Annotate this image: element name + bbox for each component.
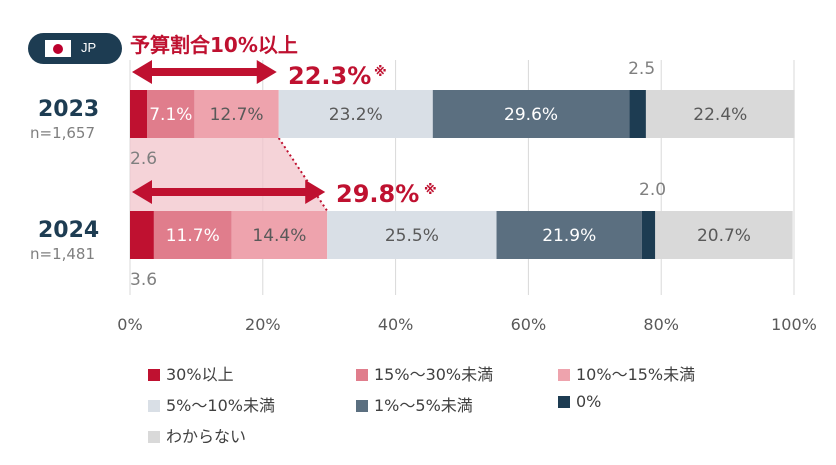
highlight-band xyxy=(130,138,328,211)
legend-label: 1%～5%未満 xyxy=(374,396,473,415)
legend-label: わからない xyxy=(166,427,247,446)
bar-segment xyxy=(655,211,793,259)
x-tick-label: 80% xyxy=(643,315,679,334)
x-tick-label: 100% xyxy=(771,315,817,334)
range-note-mark: ※ xyxy=(424,183,437,198)
bar-segment xyxy=(496,211,642,259)
japan-flag-icon xyxy=(45,40,71,57)
bar-segment xyxy=(629,90,646,138)
legend-swatch xyxy=(558,369,570,381)
legend-label: 0% xyxy=(576,392,602,411)
legend-item: 5%～10%未満 xyxy=(148,392,275,416)
legend-item: 15%～30%未満 xyxy=(356,361,493,385)
data-label: 2.0 xyxy=(639,180,666,200)
range-arrow-head-left xyxy=(132,60,152,84)
bar-segment xyxy=(194,90,279,138)
bar-segment xyxy=(645,90,795,138)
data-label: 2.6 xyxy=(130,149,157,169)
sample-size-label: n=1,657 xyxy=(30,124,95,142)
legend-swatch xyxy=(148,400,160,412)
data-label: 3.6 xyxy=(130,270,157,290)
legend-label: 30%以上 xyxy=(166,365,234,384)
legend-label: 10%～15%未満 xyxy=(576,365,696,384)
category-label: 2023 xyxy=(38,97,99,122)
legend-item: 0% xyxy=(558,392,601,411)
x-tick-label: 20% xyxy=(245,315,281,334)
legend-swatch xyxy=(558,396,570,408)
annotation-title: 予算割合10%以上 xyxy=(130,33,298,57)
legend-label: 5%～10%未満 xyxy=(166,396,275,415)
data-label: 11.7% xyxy=(166,226,220,246)
data-label: 2.5 xyxy=(628,59,655,79)
bar-segment xyxy=(641,211,656,259)
country-badge: JP xyxy=(28,33,122,64)
range-note-mark: ※ xyxy=(374,65,387,80)
data-label: 22.4% xyxy=(693,105,747,125)
range-value-label: 22.3% xyxy=(288,62,371,90)
bar-segment xyxy=(153,211,232,259)
range-value-label: 29.8% xyxy=(336,180,419,208)
x-tick-label: 0% xyxy=(117,315,142,334)
legend-item: 30%以上 xyxy=(148,361,234,385)
bar-segment xyxy=(147,90,195,138)
data-label: 12.7% xyxy=(210,105,264,125)
bar-segment xyxy=(278,90,433,138)
range-arrow-head-left xyxy=(132,180,152,204)
bar-segment xyxy=(432,90,630,138)
legend-swatch xyxy=(148,369,160,381)
data-label: 25.5% xyxy=(385,226,439,246)
legend-swatch xyxy=(356,400,368,412)
bar-segment xyxy=(130,211,154,259)
data-label: 14.4% xyxy=(252,226,306,246)
legend-swatch xyxy=(356,369,368,381)
legend-item: 1%～5%未満 xyxy=(356,392,473,416)
data-label: 21.9% xyxy=(542,226,596,246)
sample-size-label: n=1,481 xyxy=(30,245,95,263)
bar-segment xyxy=(231,211,328,259)
legend-swatch xyxy=(148,431,160,443)
range-arrow-head-right xyxy=(305,180,326,204)
category-label: 2024 xyxy=(38,218,99,243)
legend-item: わからない xyxy=(148,423,246,447)
x-tick-label: 60% xyxy=(511,315,547,334)
data-label: 29.6% xyxy=(504,105,558,125)
country-code: JP xyxy=(81,40,97,55)
x-tick-label: 40% xyxy=(378,315,414,334)
legend-label: 15%～30%未満 xyxy=(374,365,494,384)
data-label: 23.2% xyxy=(329,105,383,125)
legend-item: 10%～15%未満 xyxy=(558,361,695,385)
data-label: 20.7% xyxy=(697,226,751,246)
range-arrow-head-right xyxy=(256,60,277,84)
data-label: 7.1% xyxy=(149,105,192,125)
bar-segment xyxy=(327,211,497,259)
bar-segment xyxy=(130,90,148,138)
